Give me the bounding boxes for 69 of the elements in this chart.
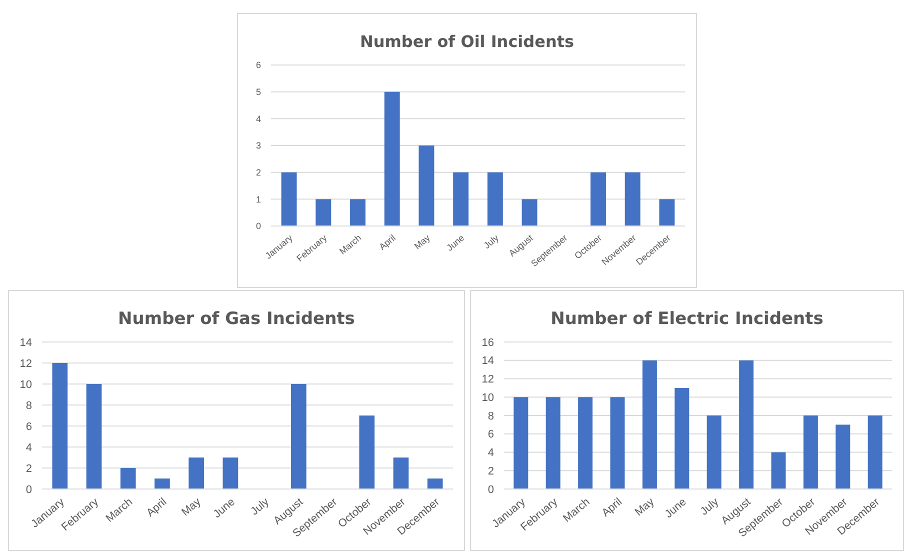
x-tick-label: May [180, 496, 204, 519]
bar [393, 458, 409, 489]
x-tick-label: July [482, 232, 501, 251]
y-tick-label: 2 [26, 462, 32, 475]
y-tick-label: 0 [488, 484, 494, 496]
bar [674, 388, 690, 489]
x-tick-label: May [412, 232, 432, 252]
bar [546, 397, 560, 489]
bar [384, 92, 400, 226]
x-tick-label: June [444, 232, 466, 253]
y-tick-label: 12 [20, 358, 32, 370]
y-tick-label: 6 [488, 428, 494, 441]
bar [120, 468, 136, 489]
y-tick-label: 6 [256, 60, 261, 70]
y-tick-label: 4 [256, 114, 261, 124]
y-tick-label: 10 [20, 378, 32, 391]
y-tick-label: 5 [256, 86, 261, 97]
y-tick-label: 16 [482, 336, 494, 349]
bar [803, 416, 818, 489]
bar [188, 458, 204, 489]
bar [624, 172, 640, 226]
bar [316, 199, 332, 226]
x-tick-label: July [248, 496, 272, 518]
bar [281, 172, 297, 226]
bar [350, 199, 366, 226]
y-tick-label: 3 [256, 140, 261, 151]
x-tick-label: July [698, 496, 722, 518]
y-tick-label: 4 [488, 447, 494, 460]
bar [522, 199, 538, 226]
bar [86, 384, 102, 489]
bar [739, 360, 754, 489]
y-tick-label: 0 [26, 484, 32, 496]
bar [706, 416, 722, 489]
y-tick-label: 12 [482, 374, 494, 386]
bar [290, 384, 306, 489]
y-tick-label: 10 [482, 392, 494, 404]
bar [52, 363, 68, 489]
chart-title: Number of Electric Incidents [550, 309, 824, 329]
bar [418, 146, 434, 226]
y-tick-label: 14 [482, 355, 494, 368]
bar [427, 478, 443, 489]
x-tick-label: May [632, 496, 657, 519]
y-tick-label: 8 [488, 410, 494, 422]
bar [453, 172, 469, 226]
y-tick-label: 14 [20, 336, 32, 349]
y-tick-label: 1 [256, 194, 261, 204]
bar [836, 424, 850, 489]
bar [514, 397, 528, 489]
bar [359, 416, 375, 489]
chart-title: Number of Gas Incidents [118, 309, 355, 329]
bar [154, 478, 170, 489]
y-tick-label: 2 [256, 167, 261, 178]
y-tick-label: 0 [256, 221, 261, 232]
x-tick-label: June [662, 496, 689, 521]
y-tick-label: 4 [26, 442, 32, 454]
y-tick-label: 2 [488, 465, 494, 478]
bar [590, 172, 606, 226]
bar [222, 458, 238, 489]
chart-title: Number of Oil Incidents [360, 32, 574, 51]
bar [771, 452, 786, 489]
x-tick-label: June [211, 496, 238, 521]
bar [578, 397, 593, 489]
bar [868, 416, 882, 489]
bar [610, 397, 625, 489]
bar [487, 172, 503, 226]
bar [642, 360, 657, 489]
y-tick-label: 6 [26, 420, 32, 433]
bar [659, 199, 675, 226]
y-tick-label: 8 [26, 400, 32, 412]
